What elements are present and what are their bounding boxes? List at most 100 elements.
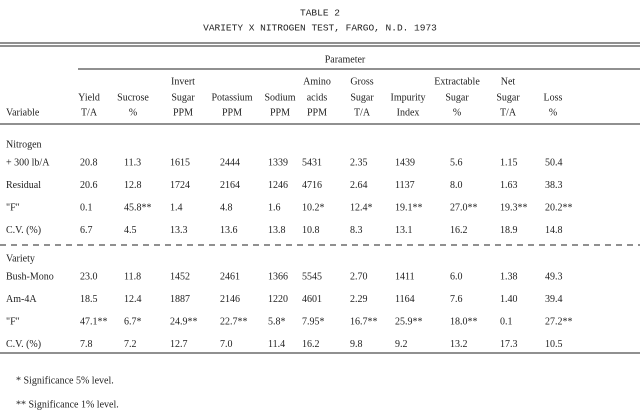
column-header: T/A bbox=[354, 107, 371, 118]
cell: 2.64 bbox=[350, 180, 368, 191]
row-label: C.V. (%) bbox=[6, 225, 41, 236]
cell: 6.0 bbox=[450, 271, 463, 282]
column-header: Extractable bbox=[434, 76, 480, 87]
cell: 1339 bbox=[268, 157, 288, 168]
cell: 7.2 bbox=[124, 339, 137, 350]
cell: 1411 bbox=[395, 271, 415, 282]
cell: 23.0 bbox=[80, 271, 98, 282]
cell: 13.2 bbox=[450, 339, 468, 350]
cell: 7.8 bbox=[80, 339, 93, 350]
column-header: Sugar bbox=[350, 92, 374, 103]
table-subtitle: VARIETY X NITROGEN TEST, FARGO, N.D. 197… bbox=[203, 23, 437, 34]
column-header: % bbox=[453, 107, 461, 118]
cell: 9.8 bbox=[350, 339, 363, 350]
cell: 2164 bbox=[220, 180, 240, 191]
cell: 39.4 bbox=[545, 294, 563, 305]
column-header: Sugar bbox=[445, 92, 469, 103]
cell: 1366 bbox=[268, 271, 288, 282]
cell: 19.1** bbox=[395, 202, 423, 213]
cell: 27.0** bbox=[450, 202, 478, 213]
column-header: Sodium bbox=[264, 92, 295, 103]
column-header: Yield bbox=[78, 92, 100, 103]
cell: 11.3 bbox=[124, 157, 141, 168]
cell: 13.1 bbox=[395, 225, 413, 236]
cell: 5.6 bbox=[450, 157, 463, 168]
column-header: Sugar bbox=[496, 92, 520, 103]
cell: 0.1 bbox=[80, 202, 93, 213]
cell: 20.6 bbox=[80, 180, 98, 191]
cell: 13.3 bbox=[170, 225, 188, 236]
column-header: PPM bbox=[222, 107, 242, 118]
cell: 10.2* bbox=[302, 202, 325, 213]
row-label: C.V. (%) bbox=[6, 339, 41, 350]
cell: 13.6 bbox=[220, 225, 238, 236]
cell: 1.15 bbox=[500, 157, 518, 168]
cell: 0.1 bbox=[500, 316, 513, 327]
column-header: PPM bbox=[307, 107, 327, 118]
cell: 1.38 bbox=[500, 271, 518, 282]
cell: 18.9 bbox=[500, 225, 518, 236]
cell: 16.7** bbox=[350, 316, 378, 327]
row-label: "F" bbox=[6, 316, 20, 327]
row-label: Bush-Mono bbox=[6, 271, 54, 282]
cell: 38.3 bbox=[545, 180, 563, 191]
section-label: Variety bbox=[6, 253, 35, 264]
cell: 18.0** bbox=[450, 316, 478, 327]
cell: 1.6 bbox=[268, 202, 281, 213]
cell: 4.8 bbox=[220, 202, 233, 213]
cell: 2.29 bbox=[350, 294, 368, 305]
cell: 2444 bbox=[220, 157, 240, 168]
cell: 11.8 bbox=[124, 271, 141, 282]
cell: 1439 bbox=[395, 157, 415, 168]
parameter-label: Parameter bbox=[325, 54, 366, 65]
cell: 27.2** bbox=[545, 316, 573, 327]
column-header: Gross bbox=[350, 76, 373, 87]
footnote: ** Significance 1% level. bbox=[16, 399, 119, 410]
cell: 2.70 bbox=[350, 271, 368, 282]
column-header: Sucrose bbox=[117, 92, 149, 103]
cell: 1220 bbox=[268, 294, 288, 305]
cell: 8.0 bbox=[450, 180, 463, 191]
cell: 14.8 bbox=[545, 225, 563, 236]
cell: 7.0 bbox=[220, 339, 233, 350]
cell: 5545 bbox=[302, 271, 322, 282]
cell: 4.5 bbox=[124, 225, 137, 236]
column-header: Sugar bbox=[171, 92, 195, 103]
cell: 11.4 bbox=[268, 339, 285, 350]
cell: 1.4 bbox=[170, 202, 183, 213]
cell: 1164 bbox=[395, 294, 415, 305]
column-header: PPM bbox=[173, 107, 193, 118]
column-header: Index bbox=[397, 107, 420, 118]
cell: 5.8* bbox=[268, 316, 286, 327]
cell: 22.7** bbox=[220, 316, 248, 327]
column-header: Amino bbox=[303, 76, 331, 87]
column-header: Loss bbox=[544, 92, 563, 103]
cell: 12.7 bbox=[170, 339, 188, 350]
cell: 20.2** bbox=[545, 202, 573, 213]
cell: 1.40 bbox=[500, 294, 518, 305]
cell: 20.8 bbox=[80, 157, 98, 168]
table-title: TABLE 2 bbox=[300, 8, 340, 19]
column-header: % bbox=[129, 107, 137, 118]
variable-label: Variable bbox=[6, 107, 40, 118]
column-header: Potassium bbox=[211, 92, 252, 103]
cell: 4716 bbox=[302, 180, 322, 191]
column-header: T/A bbox=[500, 107, 517, 118]
cell: 1137 bbox=[395, 180, 415, 191]
cell: 7.95* bbox=[302, 316, 325, 327]
cell: 1724 bbox=[170, 180, 190, 191]
cell: 1615 bbox=[170, 157, 190, 168]
column-header: % bbox=[549, 107, 557, 118]
cell: 17.3 bbox=[500, 339, 518, 350]
row-label: Residual bbox=[6, 180, 41, 191]
column-header: Invert bbox=[171, 76, 195, 87]
cell: 12.4* bbox=[350, 202, 373, 213]
cell: 47.1** bbox=[80, 316, 108, 327]
cell: 13.8 bbox=[268, 225, 286, 236]
column-header: PPM bbox=[270, 107, 290, 118]
column-header: acids bbox=[307, 92, 328, 103]
row-label: + 300 lb/A bbox=[6, 157, 50, 168]
cell: 49.3 bbox=[545, 271, 563, 282]
cell: 6.7 bbox=[80, 225, 93, 236]
cell: 25.9** bbox=[395, 316, 423, 327]
